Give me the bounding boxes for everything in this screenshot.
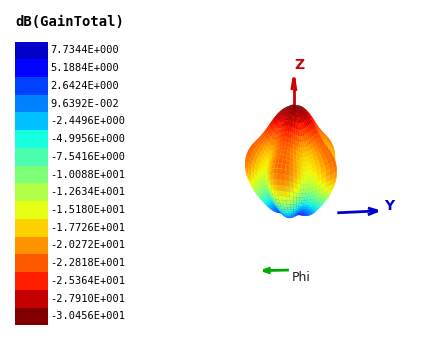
Text: -1.2634E+001: -1.2634E+001: [50, 187, 125, 197]
Text: -1.7726E+001: -1.7726E+001: [50, 223, 125, 233]
Bar: [15, 130, 48, 148]
Text: -2.5364E+001: -2.5364E+001: [50, 276, 125, 286]
Bar: [15, 201, 48, 219]
Text: -1.0088E+001: -1.0088E+001: [50, 170, 125, 180]
Text: -2.0272E+001: -2.0272E+001: [50, 240, 125, 251]
Text: dB(GainTotal): dB(GainTotal): [15, 15, 124, 29]
Text: 2.6424E+000: 2.6424E+000: [50, 81, 119, 91]
Bar: [15, 112, 48, 130]
Bar: [15, 219, 48, 237]
Bar: [15, 59, 48, 77]
Text: 9.6392E-002: 9.6392E-002: [50, 99, 119, 109]
Text: -2.4496E+000: -2.4496E+000: [50, 116, 125, 126]
Bar: [15, 148, 48, 166]
Bar: [15, 77, 48, 95]
Bar: [15, 42, 48, 59]
Bar: [15, 166, 48, 183]
Bar: [15, 237, 48, 254]
Text: -1.5180E+001: -1.5180E+001: [50, 205, 125, 215]
Text: 7.7344E+000: 7.7344E+000: [50, 45, 119, 55]
Bar: [15, 272, 48, 290]
Bar: [15, 290, 48, 308]
Bar: [15, 308, 48, 325]
Bar: [15, 95, 48, 112]
Text: -7.5416E+000: -7.5416E+000: [50, 152, 125, 162]
Text: -2.7910E+001: -2.7910E+001: [50, 294, 125, 304]
Bar: [15, 254, 48, 272]
Bar: [15, 183, 48, 201]
Text: -4.9956E+000: -4.9956E+000: [50, 134, 125, 144]
Text: -2.2818E+001: -2.2818E+001: [50, 258, 125, 268]
Text: 5.1884E+000: 5.1884E+000: [50, 63, 119, 73]
Text: -3.0456E+001: -3.0456E+001: [50, 311, 125, 321]
